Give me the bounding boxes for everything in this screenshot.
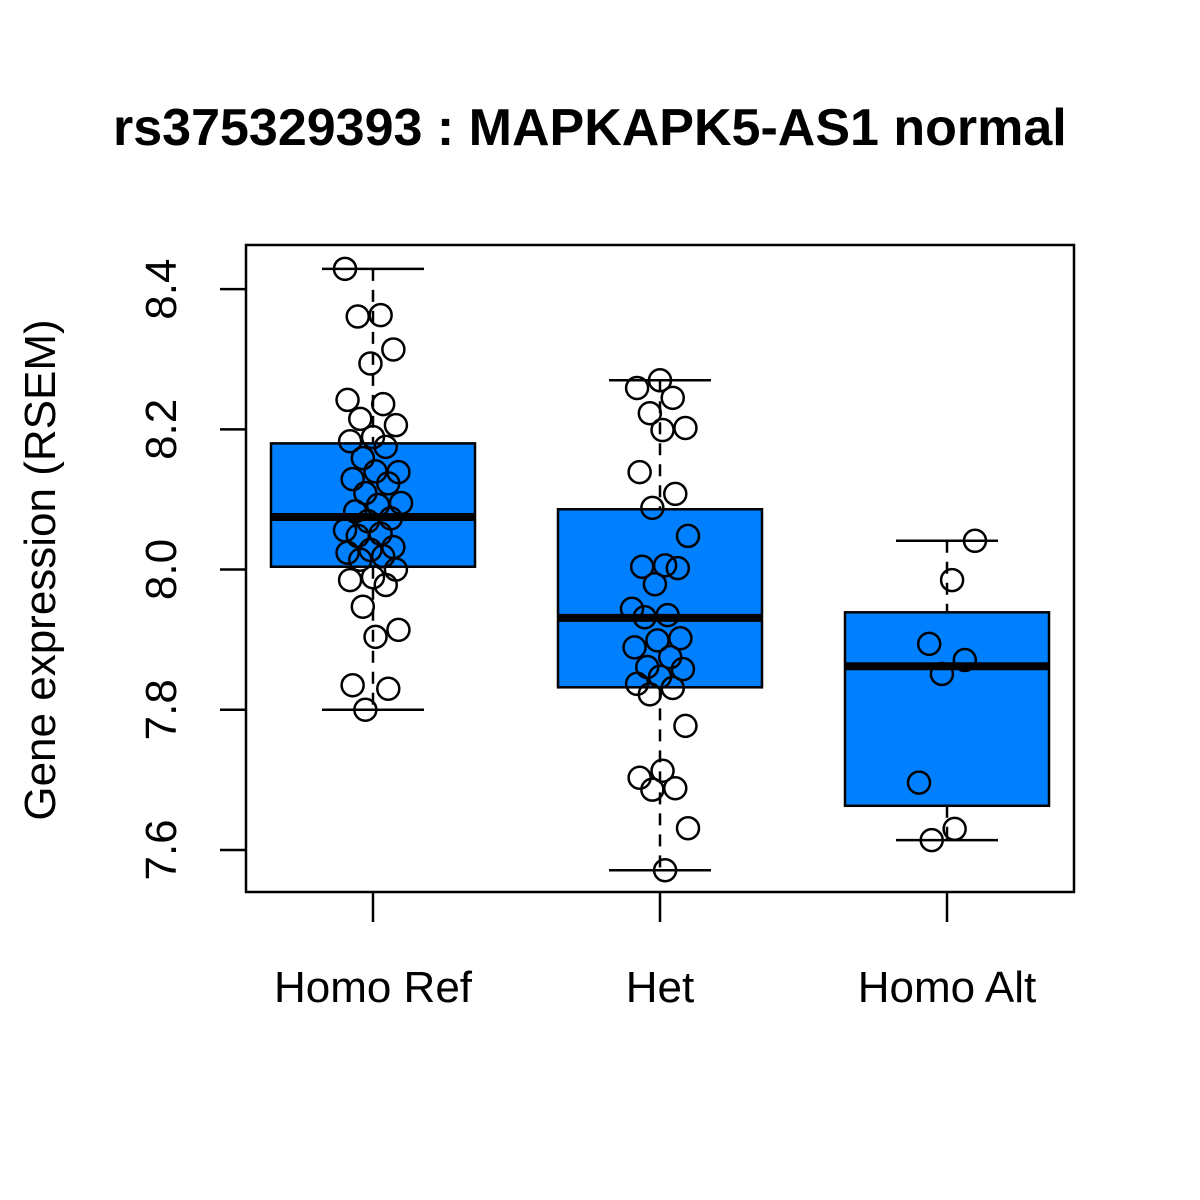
y-axis-label: Gene expression (RSEM)	[16, 319, 65, 820]
data-point	[642, 572, 668, 597]
data-point	[665, 555, 691, 581]
data-point	[340, 672, 365, 698]
data-point	[629, 554, 655, 579]
data-point	[370, 391, 396, 417]
data-point	[332, 256, 358, 282]
data-point	[675, 815, 701, 841]
y-tick-label: 8.4	[137, 259, 186, 320]
data-point	[916, 631, 942, 657]
x-tick-label: Het	[626, 963, 694, 1012]
data-point	[337, 429, 363, 454]
data-point	[624, 375, 650, 401]
y-tick-label: 7.8	[137, 679, 186, 740]
data-point	[650, 417, 675, 443]
data-point	[952, 647, 978, 673]
data-point	[673, 713, 698, 739]
data-point	[663, 776, 688, 801]
data-point	[363, 624, 388, 650]
data-point	[353, 697, 378, 722]
data-point	[929, 661, 955, 687]
data-point	[650, 758, 675, 783]
data-point	[335, 540, 360, 565]
data-point	[647, 368, 673, 393]
data-point	[637, 400, 663, 426]
data-point	[906, 770, 932, 795]
data-point	[645, 628, 670, 653]
data-point	[348, 406, 373, 432]
data-point	[622, 635, 647, 660]
data-point	[627, 765, 652, 790]
data-point	[358, 351, 383, 376]
data-point	[376, 676, 401, 701]
data-point	[652, 858, 678, 883]
data-point	[373, 572, 398, 598]
data-point	[350, 594, 376, 619]
data-point	[660, 675, 685, 701]
data-point	[660, 385, 685, 411]
data-point	[637, 682, 663, 707]
data-point	[640, 495, 665, 521]
data-point	[942, 816, 967, 842]
data-point	[350, 445, 376, 471]
data-point	[386, 617, 411, 643]
data-point	[340, 466, 365, 492]
data-point	[663, 481, 688, 507]
x-tick-label: Homo Alt	[858, 963, 1037, 1012]
y-tick-label: 7.6	[137, 819, 186, 880]
data-point	[673, 415, 698, 441]
data-point	[381, 337, 406, 362]
y-tick-label: 8.2	[137, 399, 186, 460]
data-point	[627, 459, 652, 485]
data-point	[619, 596, 645, 622]
data-point	[670, 656, 696, 682]
data-point	[337, 567, 363, 593]
data-point	[345, 304, 370, 329]
data-point	[376, 471, 401, 496]
box	[843, 611, 1051, 808]
data-point	[370, 543, 396, 569]
data-point	[919, 827, 944, 853]
data-point	[373, 434, 398, 460]
y-tick-label: 8.0	[137, 539, 186, 600]
data-point	[348, 547, 373, 572]
data-point	[640, 777, 665, 802]
x-tick-label: Homo Ref	[274, 963, 473, 1012]
data-point	[632, 604, 657, 630]
chart-title: rs375329393 : MAPKAPK5-AS1 normal	[113, 99, 1067, 157]
data-point	[383, 412, 409, 438]
data-point	[675, 523, 701, 549]
data-point	[335, 387, 360, 413]
data-point	[939, 567, 965, 593]
data-point	[962, 528, 988, 554]
